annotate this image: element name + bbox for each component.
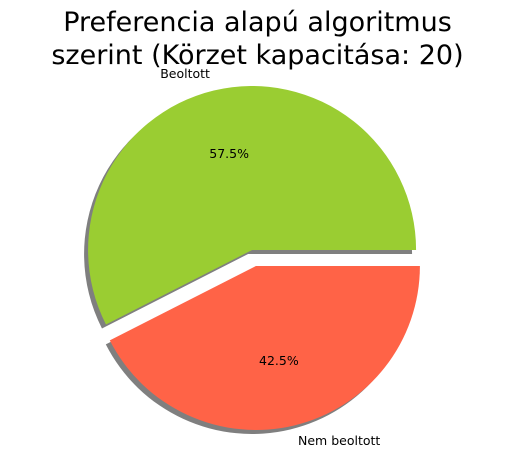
pie-slices [88,86,420,430]
slice-percent-beoltott: 57.5% [209,146,249,161]
chart-title: Preferencia alapú algoritmus szerint (Kö… [0,6,515,72]
pie-labels: Beoltott 57.5% Nem beoltott 42.5% [160,66,380,448]
slice-beoltott [88,86,417,325]
chart-title-line-2: szerint (Körzet kapacitása: 20) [51,40,464,71]
chart-title-line-1: Preferencia alapú algoritmus [63,7,452,38]
slice-percent-nem-beoltott: 42.5% [259,353,299,368]
slice-label-nem-beoltott: Nem beoltott [298,433,380,448]
slice-nem-beoltott [109,265,420,430]
slice-label-beoltott: Beoltott [160,66,210,81]
